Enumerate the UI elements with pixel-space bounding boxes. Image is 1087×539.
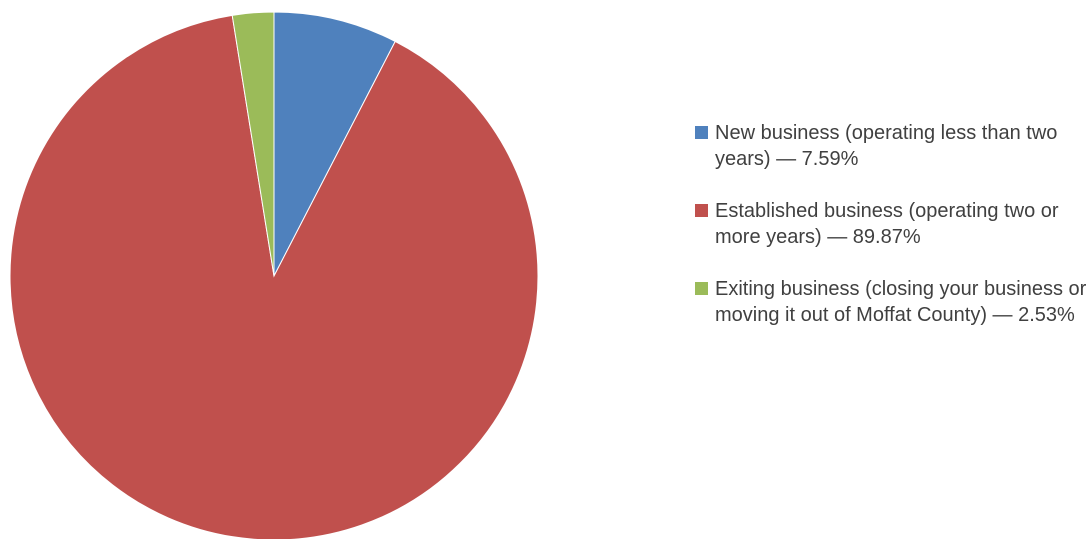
pie-slice-established-business	[9, 14, 539, 539]
chart-legend: New business (operating less than two ye…	[693, 120, 1087, 354]
legend-item-exiting-business: Exiting business (closing your business …	[693, 276, 1087, 328]
legend-item-new-business: New business (operating less than two ye…	[693, 120, 1087, 172]
pie-slice-exiting-business	[231, 11, 275, 277]
legend-label-established-business: Established business (operating two or m…	[715, 200, 1059, 248]
legend-label-new-business: New business (operating less than two ye…	[715, 122, 1058, 170]
legend-swatch-exiting-business	[695, 282, 708, 295]
legend-label-exiting-business: Exiting business (closing your business …	[715, 278, 1087, 326]
legend-item-established-business: Established business (operating two or m…	[693, 198, 1087, 250]
legend-swatch-new-business	[695, 126, 708, 139]
pie-chart-plot	[9, 11, 539, 539]
pie-slice-new-business	[273, 11, 396, 277]
legend-swatch-established-business	[695, 204, 708, 217]
